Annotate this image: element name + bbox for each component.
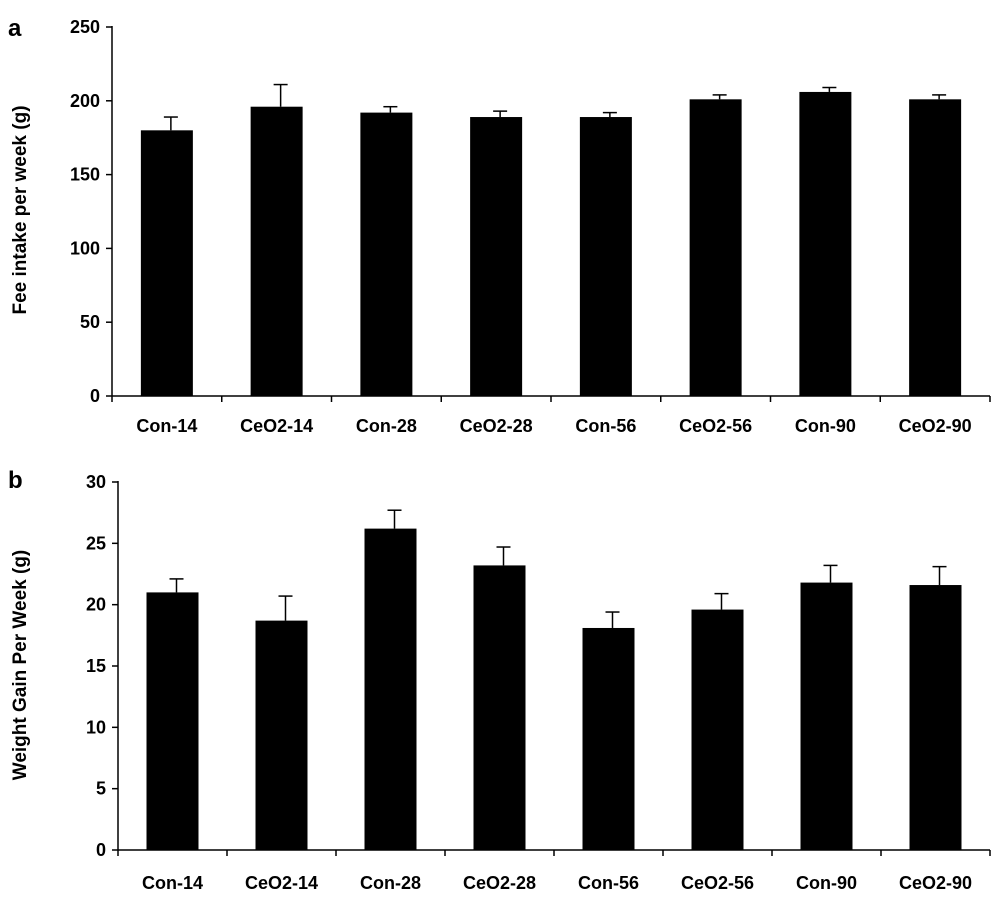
bar-con-56 xyxy=(582,627,635,850)
panel-a-y-axis-label: Fee intake per week (g) xyxy=(10,105,31,314)
x-tick-label-con-56: Con-56 xyxy=(575,416,636,436)
panel-b-label: b xyxy=(8,467,23,494)
x-tick-label-con-56: Con-56 xyxy=(578,873,639,893)
bar-ceo2-14 xyxy=(255,620,308,850)
y-tick-label: 0 xyxy=(90,386,100,406)
panel-a-error-bars xyxy=(163,83,947,131)
x-tick-label-ceo2-56: CeO2-56 xyxy=(681,873,754,893)
x-tick-label-ceo2-28: CeO2-28 xyxy=(460,416,533,436)
bar-con-14 xyxy=(140,130,193,396)
x-tick-label-con-14: Con-14 xyxy=(142,873,203,893)
bar-ceo2-56 xyxy=(689,99,742,396)
y-tick-label: 5 xyxy=(96,779,106,799)
panel-a-bars xyxy=(140,91,962,396)
x-tick-label-ceo2-90: CeO2-90 xyxy=(899,416,972,436)
y-tick-label: 100 xyxy=(70,238,100,258)
bar-ceo2-56 xyxy=(691,609,744,850)
bar-ceo2-90 xyxy=(909,99,962,396)
bar-con-90 xyxy=(800,582,853,850)
panel-b-x-ticks: Con-14 CeO2-14 Con-28 CeO2-28 Con-56 CeO2-56 C… xyxy=(117,850,991,893)
x-tick-label-ceo2-14: CeO2-14 xyxy=(240,416,313,436)
y-tick-label: 10 xyxy=(86,717,106,737)
y-tick-label: 25 xyxy=(86,533,106,553)
x-tick-label-ceo2-14: CeO2-14 xyxy=(245,873,318,893)
panel-b-y-ticks: 0 5 10 15 20 25 30 xyxy=(86,472,118,860)
bar-ceo2-14 xyxy=(250,106,303,396)
x-tick-label-con-90: Con-90 xyxy=(796,873,857,893)
y-tick-label: 150 xyxy=(70,165,100,185)
bar-ceo2-28 xyxy=(470,117,523,396)
panel-a-label: a xyxy=(8,15,22,42)
panel-a-y-ticks: 0 50 100 150 200 250 xyxy=(70,17,112,406)
bar-con-90 xyxy=(799,91,852,396)
y-tick-label: 15 xyxy=(86,656,106,676)
y-tick-label: 20 xyxy=(86,595,106,615)
x-tick-label-con-14: Con-14 xyxy=(136,416,197,436)
bar-con-56 xyxy=(579,117,632,396)
panel-a-axes xyxy=(111,26,990,397)
panel-b-error-bars xyxy=(169,509,947,628)
bar-con-14 xyxy=(146,592,199,850)
bar-ceo2-28 xyxy=(473,565,526,850)
y-tick-label: 30 xyxy=(86,472,106,492)
y-tick-label: 200 xyxy=(70,91,100,111)
y-tick-label: 50 xyxy=(80,312,100,332)
x-tick-label-con-28: Con-28 xyxy=(356,416,417,436)
x-tick-label-con-90: Con-90 xyxy=(795,416,856,436)
panel-a-x-ticks: Con-14 CeO2-14 Con-28 CeO2-28 Con-56 CeO2-56 C… xyxy=(111,396,991,436)
x-tick-label-ceo2-56: CeO2-56 xyxy=(679,416,752,436)
y-tick-label: 250 xyxy=(70,17,100,37)
panel-a-chart: a Fee intake per week (g) 0 50 100 150 200 25… xyxy=(8,15,991,436)
bar-con-28 xyxy=(364,528,417,850)
panel-b-chart: b Weight Gain Per Week (g) 051015202530 … xyxy=(8,467,991,893)
y-tick-label: 0 xyxy=(96,840,106,860)
bar-ceo2-90 xyxy=(909,585,962,850)
x-tick-label-con-28: Con-28 xyxy=(360,873,421,893)
panel-b-bars xyxy=(146,528,962,850)
x-tick-label-ceo2-90: CeO2-90 xyxy=(899,873,972,893)
panel-b-axes xyxy=(117,481,990,851)
bar-con-28 xyxy=(360,112,413,396)
panel-b-y-axis-label: Weight Gain Per Week (g) xyxy=(10,550,31,781)
x-tick-label-ceo2-28: CeO2-28 xyxy=(463,873,536,893)
